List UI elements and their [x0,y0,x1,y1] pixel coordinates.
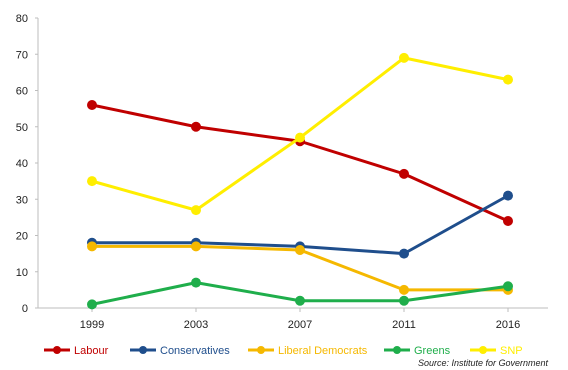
y-tick-label: 0 [22,303,28,315]
y-tick-label: 30 [16,194,28,206]
data-point-greens [503,281,513,292]
legend: Labour Conservatives Liberal Democrats Gree… [44,345,523,357]
legend-swatch-marker [479,346,487,354]
data-point-snp [87,176,97,187]
x-tick-label: 1999 [80,319,104,331]
x-tick-label: 2016 [496,319,520,331]
data-point-liberal-democrats [87,241,97,252]
legend-item-snp: SNP [470,345,523,357]
series-greens [87,277,513,310]
source-note: Source: Institute for Government [418,358,549,368]
y-tick-label: 50 [16,122,28,134]
y-tick-label: 40 [16,158,28,170]
series-line-labour [91,103,509,223]
y-tick-label: 20 [16,231,28,243]
x-tick-label: 2011 [392,319,416,331]
y-axis-ticks: 0 10 20 30 40 50 60 70 80 [16,13,38,315]
data-point-snp [295,132,305,143]
legend-label: Labour [74,345,109,357]
data-point-conservatives [503,190,513,201]
legend-swatch-marker [257,346,265,354]
legend-label: Conservatives [160,345,230,357]
data-point-snp [191,205,201,216]
data-point-labour [503,216,513,226]
y-tick-label: 60 [16,86,28,98]
data-point-liberal-democrats [295,245,305,255]
legend-item-liberal-democrats: Liberal Democrats [248,345,368,357]
data-point-labour [87,100,97,110]
data-point-labour [399,168,409,179]
legend-item-conservatives: Conservatives [130,345,230,357]
legend-swatch-marker [393,346,401,354]
legend-swatch-marker [53,346,61,354]
legend-swatch-marker [139,346,147,354]
x-tick-label: 2007 [288,319,312,331]
data-point-snp [399,52,409,63]
y-tick-label: 70 [16,49,28,61]
data-point-greens [87,299,97,310]
data-point-greens [191,277,201,288]
series-layer [87,52,513,310]
x-tick-label: 2003 [184,319,208,331]
legend-item-greens: Greens [384,345,451,357]
data-point-liberal-democrats [399,284,409,295]
legend-label: Greens [414,345,451,357]
legend-label: SNP [500,345,523,357]
data-point-liberal-democrats [191,241,201,252]
data-point-snp [503,74,513,85]
series-labour [87,100,513,226]
data-point-conservatives [399,248,409,259]
data-point-labour [191,121,201,132]
y-tick-label: 10 [16,267,28,279]
data-point-greens [295,295,305,306]
legend-item-labour: Labour [44,345,109,357]
series-snp [87,52,513,216]
y-tick-label: 80 [16,13,28,25]
series-liberal-democrats [87,241,513,295]
data-point-greens [399,295,409,306]
legend-label: Liberal Democrats [278,345,368,357]
x-axis-ticks: 1999 2003 2007 2011 2016 [80,308,520,331]
